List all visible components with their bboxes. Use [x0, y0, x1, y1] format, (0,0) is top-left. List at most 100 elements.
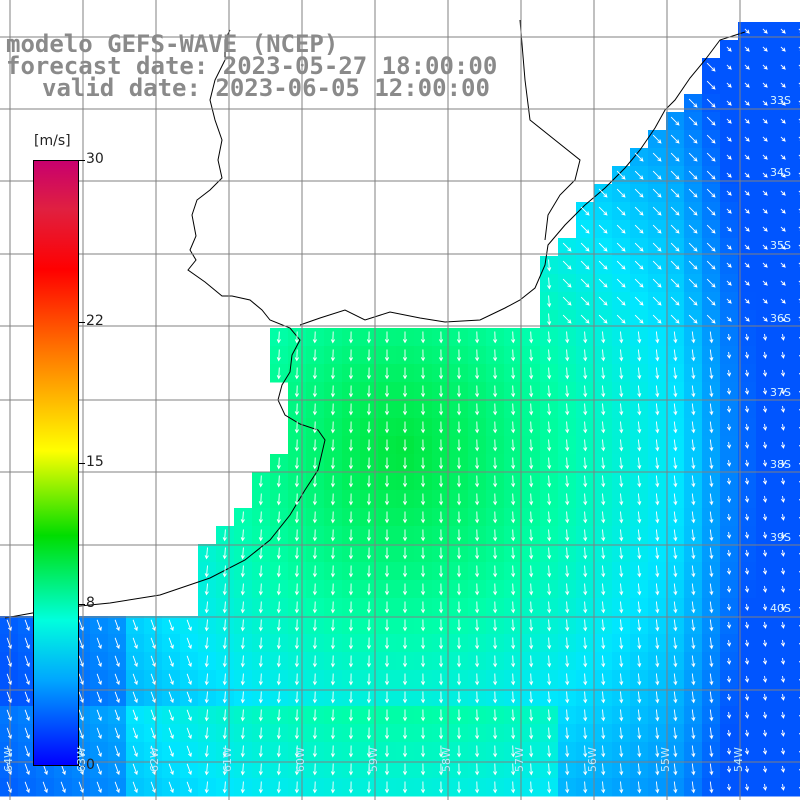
wind-arrow — [529, 781, 534, 794]
wind-arrow — [547, 565, 552, 578]
wind-arrow — [475, 403, 480, 416]
wind-arrow — [616, 170, 626, 180]
wind-arrow — [420, 475, 426, 488]
wind-arrow — [619, 727, 624, 740]
wind-arrow — [529, 403, 534, 416]
wind-arrow — [547, 313, 552, 326]
wind-arrow — [493, 745, 498, 758]
wind-arrow — [780, 64, 786, 70]
wind-arrow — [601, 727, 606, 740]
wind-arrow — [762, 603, 768, 611]
wind-arrow — [78, 763, 84, 776]
wind-arrow — [312, 691, 317, 704]
wind-arrow — [96, 691, 102, 704]
wind-arrow — [709, 385, 714, 398]
wind-arrow — [276, 493, 281, 506]
wind-arrow — [780, 477, 786, 485]
wind-arrow — [706, 80, 716, 90]
wind-arrow — [402, 637, 408, 650]
wind-arrow — [276, 547, 281, 560]
wind-arrow — [330, 403, 335, 416]
wind-arrow — [655, 367, 660, 380]
wind-arrow — [583, 655, 588, 668]
wind-arrow — [402, 349, 408, 362]
wind-arrow — [762, 621, 768, 629]
wind-arrow — [780, 82, 786, 88]
wind-arrow — [762, 585, 768, 593]
wind-arrow — [744, 531, 750, 539]
wind-arrow — [780, 208, 786, 214]
wind-arrow — [706, 296, 716, 306]
wind-arrow — [691, 349, 696, 362]
field-cell — [792, 94, 800, 113]
wind-arrow — [583, 367, 588, 380]
wind-arrow — [688, 260, 698, 270]
wind-arrow — [655, 529, 660, 542]
wind-arrow — [780, 693, 786, 701]
wind-arrow — [457, 637, 462, 650]
wind-arrow — [744, 729, 750, 737]
wind-arrow — [744, 208, 750, 214]
wind-arrow — [475, 763, 480, 776]
wind-arrow — [384, 547, 390, 560]
wind-arrow — [330, 673, 335, 686]
wind-arrow — [439, 745, 444, 758]
wind-arrow — [565, 763, 570, 776]
wind-arrow — [330, 475, 335, 488]
wind-arrow — [529, 529, 534, 542]
wind-arrow — [726, 351, 732, 359]
wind-arrow — [691, 367, 696, 380]
wind-arrow — [384, 583, 390, 596]
wind-arrow — [565, 709, 570, 722]
wind-arrow — [691, 691, 696, 704]
wind-arrow — [493, 583, 498, 596]
coastline-inland — [519, 19, 581, 241]
wind-arrow — [583, 475, 588, 488]
wind-arrow — [222, 673, 227, 686]
wind-arrow — [529, 385, 534, 398]
wind-arrow — [601, 637, 606, 650]
wind-arrow — [780, 711, 786, 719]
wind-arrow — [547, 457, 552, 470]
wind-arrow — [348, 349, 353, 362]
wind-arrow — [601, 763, 606, 776]
wind-arrow — [709, 601, 714, 614]
wind-arrow — [132, 637, 138, 650]
wind-arrow — [384, 727, 390, 740]
wind-arrow — [583, 403, 588, 416]
wind-arrow — [601, 385, 606, 398]
wind-arrow — [96, 655, 102, 668]
wind-arrow — [384, 673, 390, 686]
wind-arrow — [744, 639, 750, 647]
wind-arrow — [780, 172, 786, 178]
wind-arrow — [744, 765, 750, 773]
wind-arrow — [204, 673, 209, 686]
wind-arrow — [691, 673, 696, 686]
wind-arrow — [598, 296, 608, 306]
wind-arrow — [24, 637, 30, 650]
wind-arrow — [96, 781, 102, 794]
wind-arrow — [598, 260, 608, 270]
wind-arrow — [366, 655, 371, 668]
wind-arrow — [276, 691, 281, 704]
wind-arrow — [258, 691, 263, 704]
wind-arrow — [312, 709, 317, 722]
wind-arrow — [240, 601, 245, 614]
wind-arrow — [529, 619, 534, 632]
wind-arrow — [637, 691, 642, 704]
wind-arrow — [619, 655, 624, 668]
wind-arrow — [294, 547, 299, 560]
wind-arrow — [168, 709, 174, 722]
wind-arrow — [330, 601, 335, 614]
wind-arrow — [637, 709, 642, 722]
wind-arrow — [744, 46, 750, 52]
wind-arrow — [673, 763, 678, 776]
wind-arrow — [96, 763, 102, 776]
field-cell — [792, 310, 800, 329]
wind-arrow — [511, 763, 516, 776]
wind-arrow — [780, 747, 786, 755]
wind-arrow — [457, 349, 462, 362]
wind-arrow — [652, 170, 662, 180]
wind-arrow — [637, 727, 642, 740]
wind-arrow — [583, 709, 588, 722]
